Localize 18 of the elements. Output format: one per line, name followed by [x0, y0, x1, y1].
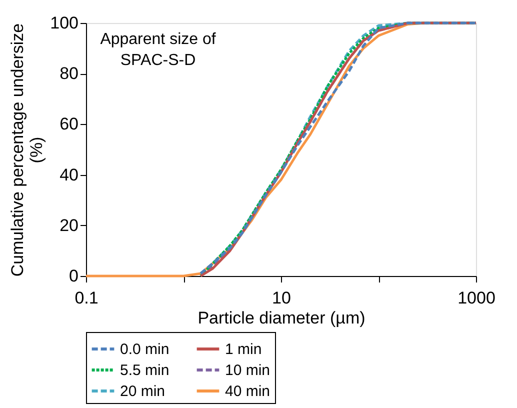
x-tick-label: 0.1	[74, 288, 98, 308]
legend-label: 10 min	[225, 362, 270, 379]
y-tick-label: 100	[50, 14, 78, 32]
legend-label: 0.0 min	[120, 341, 170, 358]
legend-label: 1 min	[225, 341, 262, 358]
y-axis-title: Cumulative percentage undersize (%)	[8, 23, 46, 277]
y-tick-label: 80	[60, 64, 78, 84]
y-tick-label: 60	[60, 114, 78, 134]
legend-label: 20 min	[120, 383, 166, 400]
y-tick-label: 20	[60, 216, 78, 235]
y-tick-label: 40	[60, 165, 78, 184]
legend-label: 40 min	[225, 383, 270, 400]
x-axis-title: Particle diameter (µm)	[198, 308, 366, 328]
x-tick-label: 1000	[458, 288, 496, 308]
annotation: Apparent size of SPAC-S-D	[100, 31, 216, 69]
y-tick-label: 0	[69, 266, 78, 286]
x-tick-label: 10	[272, 288, 291, 308]
legend-label: 5.5 min	[120, 362, 170, 379]
